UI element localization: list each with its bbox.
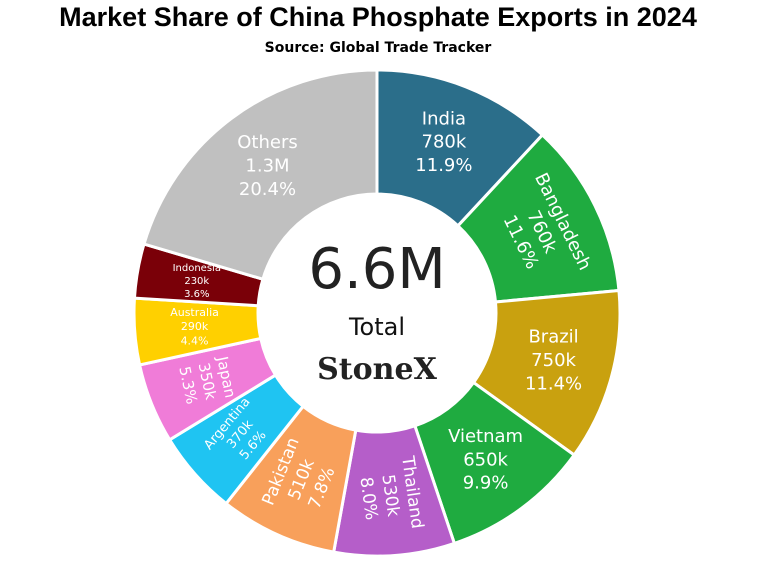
label-name: Brazil bbox=[528, 327, 578, 348]
label-name: Australia bbox=[170, 306, 219, 319]
donut: India 780k 11.9%Bangladesh760k11.6%Brazil 7… bbox=[132, 68, 622, 558]
label-percent: 11.9% bbox=[415, 155, 472, 176]
slice-label: Brazil 750k 11.4% bbox=[525, 327, 582, 395]
label-percent: 20.4% bbox=[239, 179, 296, 200]
label-amount: 1.3M bbox=[245, 155, 289, 176]
slice-label: India 780k 11.9% bbox=[415, 108, 472, 176]
slice bbox=[142, 68, 379, 282]
label-amount: 780k bbox=[422, 132, 467, 153]
label-name: Indonesia bbox=[173, 263, 221, 274]
slice-label: Others 1.3M 20.4% bbox=[237, 132, 298, 200]
label-amount: 650k bbox=[463, 449, 508, 470]
slice-label: Vietnam 650k 9.9% bbox=[448, 426, 523, 494]
chart-title: Market Share of China Phosphate Exports … bbox=[59, 2, 697, 32]
slice-label: Indonesia 230k 3.6% bbox=[173, 263, 221, 300]
slice bbox=[375, 68, 545, 228]
label-percent: 3.6% bbox=[184, 289, 209, 300]
total-caption: Total bbox=[348, 313, 405, 341]
label-name: Vietnam bbox=[448, 426, 523, 447]
label-amount: 230k bbox=[184, 276, 209, 287]
slice-label: Australia 290k 4.4% bbox=[170, 306, 219, 348]
label-percent: 11.4% bbox=[525, 373, 582, 394]
label-amount: 290k bbox=[181, 320, 209, 333]
label-name: India bbox=[422, 108, 466, 129]
total-value: 6.6M bbox=[308, 237, 445, 302]
label-percent: 9.9% bbox=[463, 473, 509, 494]
label-name: Others bbox=[237, 132, 298, 153]
label-percent: 4.4% bbox=[181, 334, 209, 347]
label-amount: 750k bbox=[531, 350, 576, 371]
logo: StoneX bbox=[317, 352, 437, 387]
chart-subtitle: Source: Global Trade Tracker bbox=[265, 40, 492, 56]
